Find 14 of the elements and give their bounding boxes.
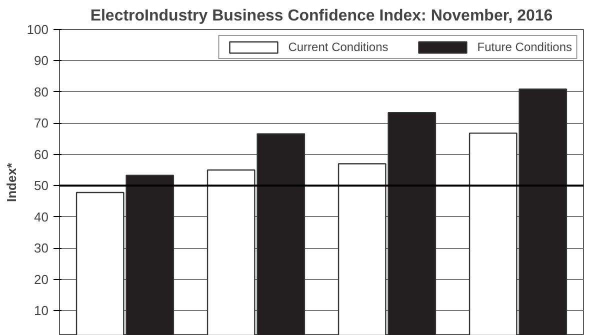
y-tick-label: 80 [34, 84, 49, 100]
y-tick-label: 70 [34, 116, 49, 131]
legend-label: Future Conditions [477, 40, 572, 54]
y-axis-title: Index* [4, 162, 19, 202]
y-tick-label: 20 [34, 272, 49, 287]
legend-label: Current Conditions [288, 40, 388, 54]
y-tick-label: 90 [34, 53, 49, 68]
y-tick-label: 30 [34, 240, 49, 256]
y-tick-label: 50 [34, 178, 49, 194]
y-tick-label: 60 [34, 146, 49, 162]
y-tick-label: 10 [34, 303, 49, 318]
y-tick-label: 40 [34, 209, 49, 224]
chart-title: ElectroIndustry Business Confidence Index: November, 2016 [90, 8, 553, 24]
y-tick-label: 100 [26, 22, 49, 37]
